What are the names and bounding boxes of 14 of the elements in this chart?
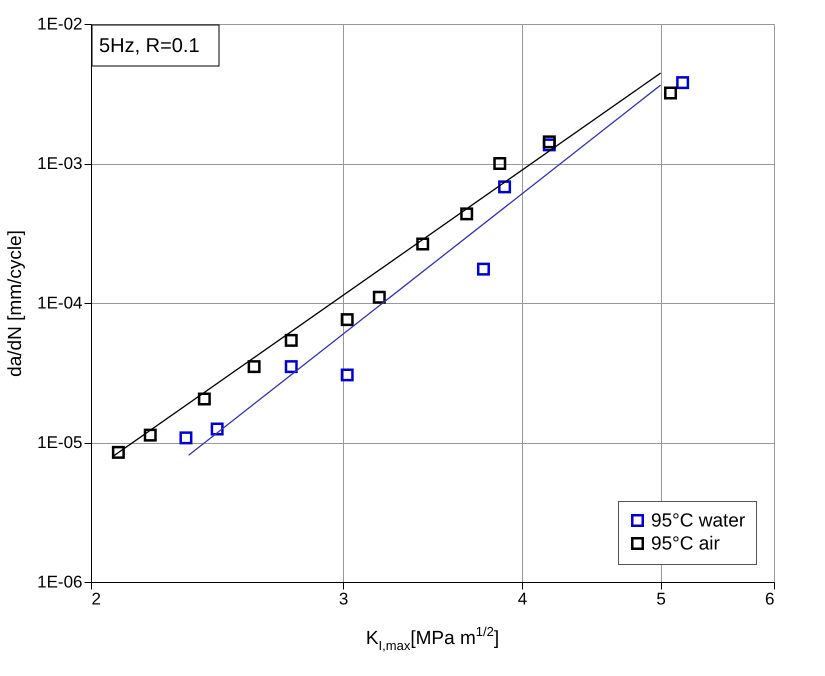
legend-label: 95°C air	[651, 534, 721, 554]
x-tick-label: 4	[518, 590, 528, 608]
y-tick-label: 1E-06	[37, 572, 82, 592]
y-tick-label: 1E-02	[37, 14, 82, 34]
annotation: 5Hz, R=0.1	[99, 35, 200, 57]
x-tick-label: 2	[92, 590, 101, 608]
y-tick-label: 1E-04	[37, 294, 82, 312]
y-axis-title: da/dN [mm/cycle]	[5, 230, 26, 377]
legend-label: 95°C water	[651, 510, 746, 532]
y-tick-label: 1E-05	[37, 433, 82, 452]
x-tick-label: 3	[338, 590, 348, 608]
x-tick-label: 6	[765, 590, 774, 608]
y-tick-label: 1E-03	[37, 154, 82, 173]
x-tick-label: 5	[656, 590, 666, 608]
